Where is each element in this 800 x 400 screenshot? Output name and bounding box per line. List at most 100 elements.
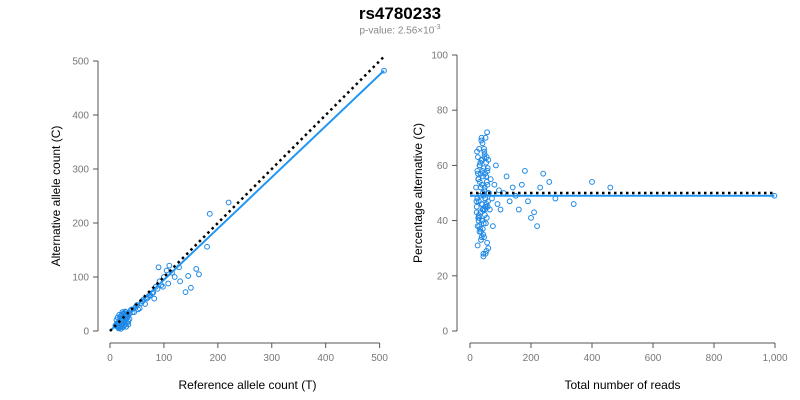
panel-0-x-tick-label: 400 — [317, 353, 334, 364]
panel-1-data-point — [479, 206, 486, 213]
panel-1-data-point — [607, 184, 614, 191]
panel-0-y-tick-label: 500 — [72, 57, 89, 68]
panel-0-data-point — [204, 243, 210, 250]
panel-0-y-tick-label: 100 — [72, 273, 89, 284]
panel-1-data-point — [483, 173, 490, 180]
panel-0-data-point — [166, 262, 173, 269]
panel-1-data-point — [489, 195, 495, 202]
panel-1-data-point — [534, 223, 541, 230]
panel-1-data-point — [540, 170, 547, 177]
panel-1-y-tick-label: 20 — [437, 271, 449, 282]
panel-0-data-point — [125, 321, 132, 328]
panel-1-data-point — [522, 168, 528, 174]
panel-1-data-point — [525, 198, 531, 205]
panel-0-fit-line — [109, 69, 385, 332]
panel-1-data-point — [481, 145, 487, 152]
panel-1-data-point — [515, 206, 522, 213]
panel-1-data-point — [477, 225, 483, 232]
panel-1-data-point — [493, 162, 499, 169]
panel-1-data-point — [496, 187, 502, 194]
panel-0-data-point — [196, 271, 202, 278]
panel-1-y-tick-label: 0 — [442, 327, 448, 338]
panel-1-data-point — [478, 228, 484, 235]
panel-1-data-point — [518, 181, 525, 188]
panel-0-y-tick-label: 300 — [72, 165, 89, 176]
panel-0-x-axis-label: Reference allele count (T) — [178, 378, 316, 392]
panel-1-data-point — [473, 203, 480, 210]
panel-1-data-point — [479, 140, 486, 147]
panel-1-data-point — [476, 179, 483, 185]
panel-1-data-point — [537, 184, 544, 191]
panel-0-data-point — [177, 278, 183, 285]
panel-1-data-point — [528, 214, 534, 221]
panel-1-data-point — [473, 198, 480, 205]
panel-1-data-point — [509, 184, 516, 191]
panel-1-x-tick-label: 0 — [467, 353, 473, 364]
panel-0-data-point — [135, 306, 141, 313]
panel-1-data-point — [481, 184, 488, 191]
panel-1-data-point — [484, 129, 490, 136]
panel-0-data-point — [151, 295, 158, 302]
panel-1-data-point — [546, 179, 553, 185]
panel-1-data-point — [482, 220, 489, 227]
panel-1-data-point — [482, 134, 489, 141]
panel-0-data-point — [159, 283, 166, 290]
panel-1-data-point — [476, 223, 483, 230]
panel-0-x-tick-label: 200 — [209, 353, 226, 364]
panel-1-data-point — [475, 217, 482, 224]
panel-0-data-point — [225, 199, 232, 206]
panel-1-data-point — [483, 179, 490, 185]
panel-1-data-point — [477, 184, 484, 191]
panel-1-data-point — [486, 206, 493, 213]
panel-1-x-tick-label: 200 — [523, 353, 540, 364]
panel-1-x-tick-label: 400 — [584, 353, 601, 364]
panel-1-data-point — [478, 137, 485, 144]
panel-1-data-point — [483, 154, 490, 161]
panel-1-data-point — [475, 170, 481, 177]
panel-1-data-point — [481, 148, 488, 155]
panel-1-data-point — [474, 242, 481, 249]
panel-0-y-tick-label: 400 — [72, 111, 89, 122]
panel-1-data-point — [491, 181, 498, 188]
panel-1-data-point — [482, 203, 489, 210]
chart-title: rs4780233 — [358, 4, 442, 23]
panel-0-y-axis-label: Alternative allele count (C) — [49, 126, 63, 267]
panel-1-y-axis-label: Percentage alternative (C) — [411, 123, 425, 263]
panel-1-data-point — [478, 134, 485, 141]
panel-0-data-point — [182, 289, 189, 296]
panel-1-data-point — [476, 214, 483, 221]
panel-0-data-point — [171, 274, 178, 280]
panel-0-data-point — [169, 269, 175, 276]
percentage-scatter: 0 200 400 600 800 1,000 0 20 40 60 80 100 Total numb… — [411, 51, 788, 393]
panel-0-data-point — [381, 67, 387, 74]
panel-1-x-tick-label: 600 — [645, 353, 662, 364]
panel-0-data-point — [187, 284, 194, 291]
panel-1-y-tick-label: 60 — [437, 161, 449, 172]
panel-1-data-point — [479, 156, 486, 163]
panel-1-data-point — [478, 234, 485, 241]
panel-0-data-point — [163, 267, 170, 274]
panel-1-data-point — [482, 170, 489, 177]
panel-1-data-point — [475, 154, 481, 161]
panel-1-y-tick-label: 40 — [437, 216, 449, 227]
panel-1-data-point — [489, 223, 496, 230]
panel-1-data-point — [481, 234, 487, 241]
panel-1-data-point — [506, 198, 513, 205]
panel-0-y-tick-label: 200 — [72, 219, 89, 230]
panel-0-reference-line — [109, 55, 385, 332]
panel-0-data-point — [206, 210, 213, 217]
panel-1-data-point — [474, 148, 480, 155]
panel-1-data-point — [487, 176, 494, 183]
panel-1-data-point — [503, 173, 510, 180]
panel-1-data-point — [497, 206, 504, 213]
panel-1-data-point — [531, 209, 537, 216]
panel-1-data-point — [484, 165, 491, 172]
panel-1-data-point — [483, 214, 490, 221]
panel-0-data-point — [120, 324, 126, 331]
panel-0-x-tick-label: 500 — [371, 353, 388, 364]
panel-1-data-point — [485, 245, 492, 252]
panel-1-data-point — [552, 195, 559, 202]
panel-1-y-tick-label: 100 — [431, 51, 448, 62]
panel-1-data-point — [480, 250, 487, 257]
